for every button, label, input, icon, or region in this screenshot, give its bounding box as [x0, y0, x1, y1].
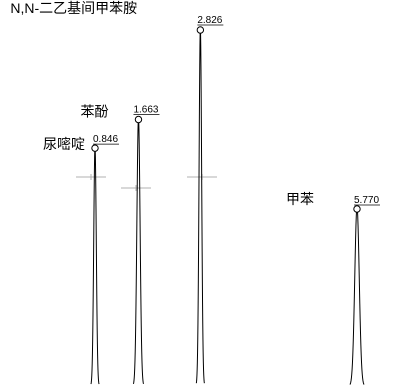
peak-apex-marker — [134, 115, 143, 124]
peak-trace — [349, 206, 365, 385]
retention-time-label: 5.770 — [354, 195, 379, 206]
retention-time-label: 2.826 — [197, 15, 222, 26]
peak-trace — [195, 27, 205, 384]
peak-apex-marker — [353, 205, 361, 213]
compound-name-label: 尿嘧啶 — [43, 136, 85, 153]
peak-trace — [132, 117, 144, 384]
peak-apex-marker — [196, 26, 205, 34]
compound-name-label: N,N-二乙基间甲苯胺 — [10, 0, 137, 16]
peak-trace-layer — [90, 26, 365, 385]
retention-time-label: 1.663 — [133, 105, 158, 116]
compound-name-label: 苯酚 — [80, 104, 108, 121]
peak-label-layer: 0.846 尿嘧啶 1.663 苯酚 2.826 N,N-二乙基间甲苯胺 5.770 甲苯 — [10, 0, 380, 208]
compound-name-label: 甲苯 — [286, 191, 314, 208]
peak-apex-marker — [91, 144, 99, 152]
retention-time-label: 0.846 — [93, 134, 118, 145]
peak-trace — [90, 145, 100, 385]
cursor-marker-layer — [76, 174, 217, 191]
